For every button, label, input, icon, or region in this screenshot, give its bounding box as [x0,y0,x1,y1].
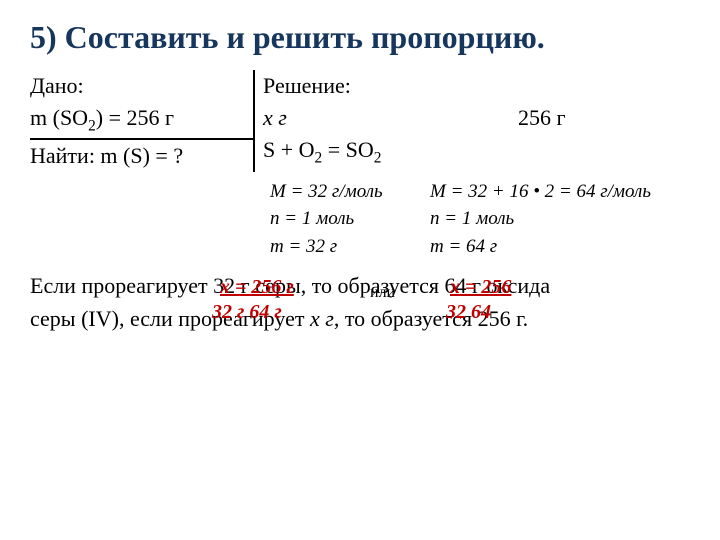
molar-n-row: n = 1 моль n = 1 моль [270,205,690,233]
overlay-prop2: 32 г 64 г [212,297,282,327]
molar-n1: n = 1 моль [270,205,430,233]
eq-so2-sub: 2 [374,150,382,167]
given-line1-sub: 2 [88,118,96,135]
given-label: Дано: [30,70,245,102]
explanation-text: Если прореагирует 32 г серы, то образует… [30,269,690,335]
given-line1-post: ) = 256 г [96,105,174,130]
slide-title: 5) Составить и решить пропорцию. [30,18,690,56]
overlay-prop4: 32 64 [446,297,491,327]
molar-mm1: m = 32 г [270,233,430,261]
given-mass: m (SO2) = 256 г [30,102,245,138]
eq-equals: = SO [322,137,374,162]
overlay-ili: или [370,281,395,305]
given-solution-block: Дано: m (SO2) = 256 г Найти: m (S) = ? Р… [30,70,690,172]
molar-m2: M = 32 + 16 • 2 = 64 г/моль [430,178,651,206]
eq-plus: + O [275,137,314,162]
given-find: Найти: m (S) = ? [30,140,245,172]
256-grams: 256 г [518,102,566,134]
explanation-line1: Если прореагирует 32 г серы, то образует… [30,269,690,302]
explanation-line2: серы (IV), если прореагирует x г, то обр… [30,302,690,335]
eq-s: S [263,137,275,162]
molar-mass-row: M = 32 г/моль M = 32 + 16 • 2 = 64 г/мол… [270,178,690,206]
equation-annotations: x г 256 г [263,102,690,134]
content: Дано: m (SO2) = 256 г Найти: m (S) = ? Р… [30,70,690,334]
line2-x: x г [310,306,334,331]
x-grams: x г [263,102,398,134]
solution-column: Решение: x г 256 г S + O2 = SO2 [255,70,690,172]
line2-b: , то образуется 256 г. [334,306,528,331]
molar-mm2: m = 64 г [430,233,497,261]
chemical-equation: S + O2 = SO2 [263,134,690,170]
given-column: Дано: m (SO2) = 256 г Найти: m (S) = ? [30,70,255,172]
solution-label: Решение: [263,70,690,102]
molar-n2: n = 1 моль [430,205,514,233]
molar-mm-row: m = 32 г m = 64 г [270,233,690,261]
given-line1-pre: m (SO [30,105,88,130]
molar-data-block: M = 32 г/моль M = 32 + 16 • 2 = 64 г/мол… [270,178,690,261]
molar-m1: M = 32 г/моль [270,178,430,206]
